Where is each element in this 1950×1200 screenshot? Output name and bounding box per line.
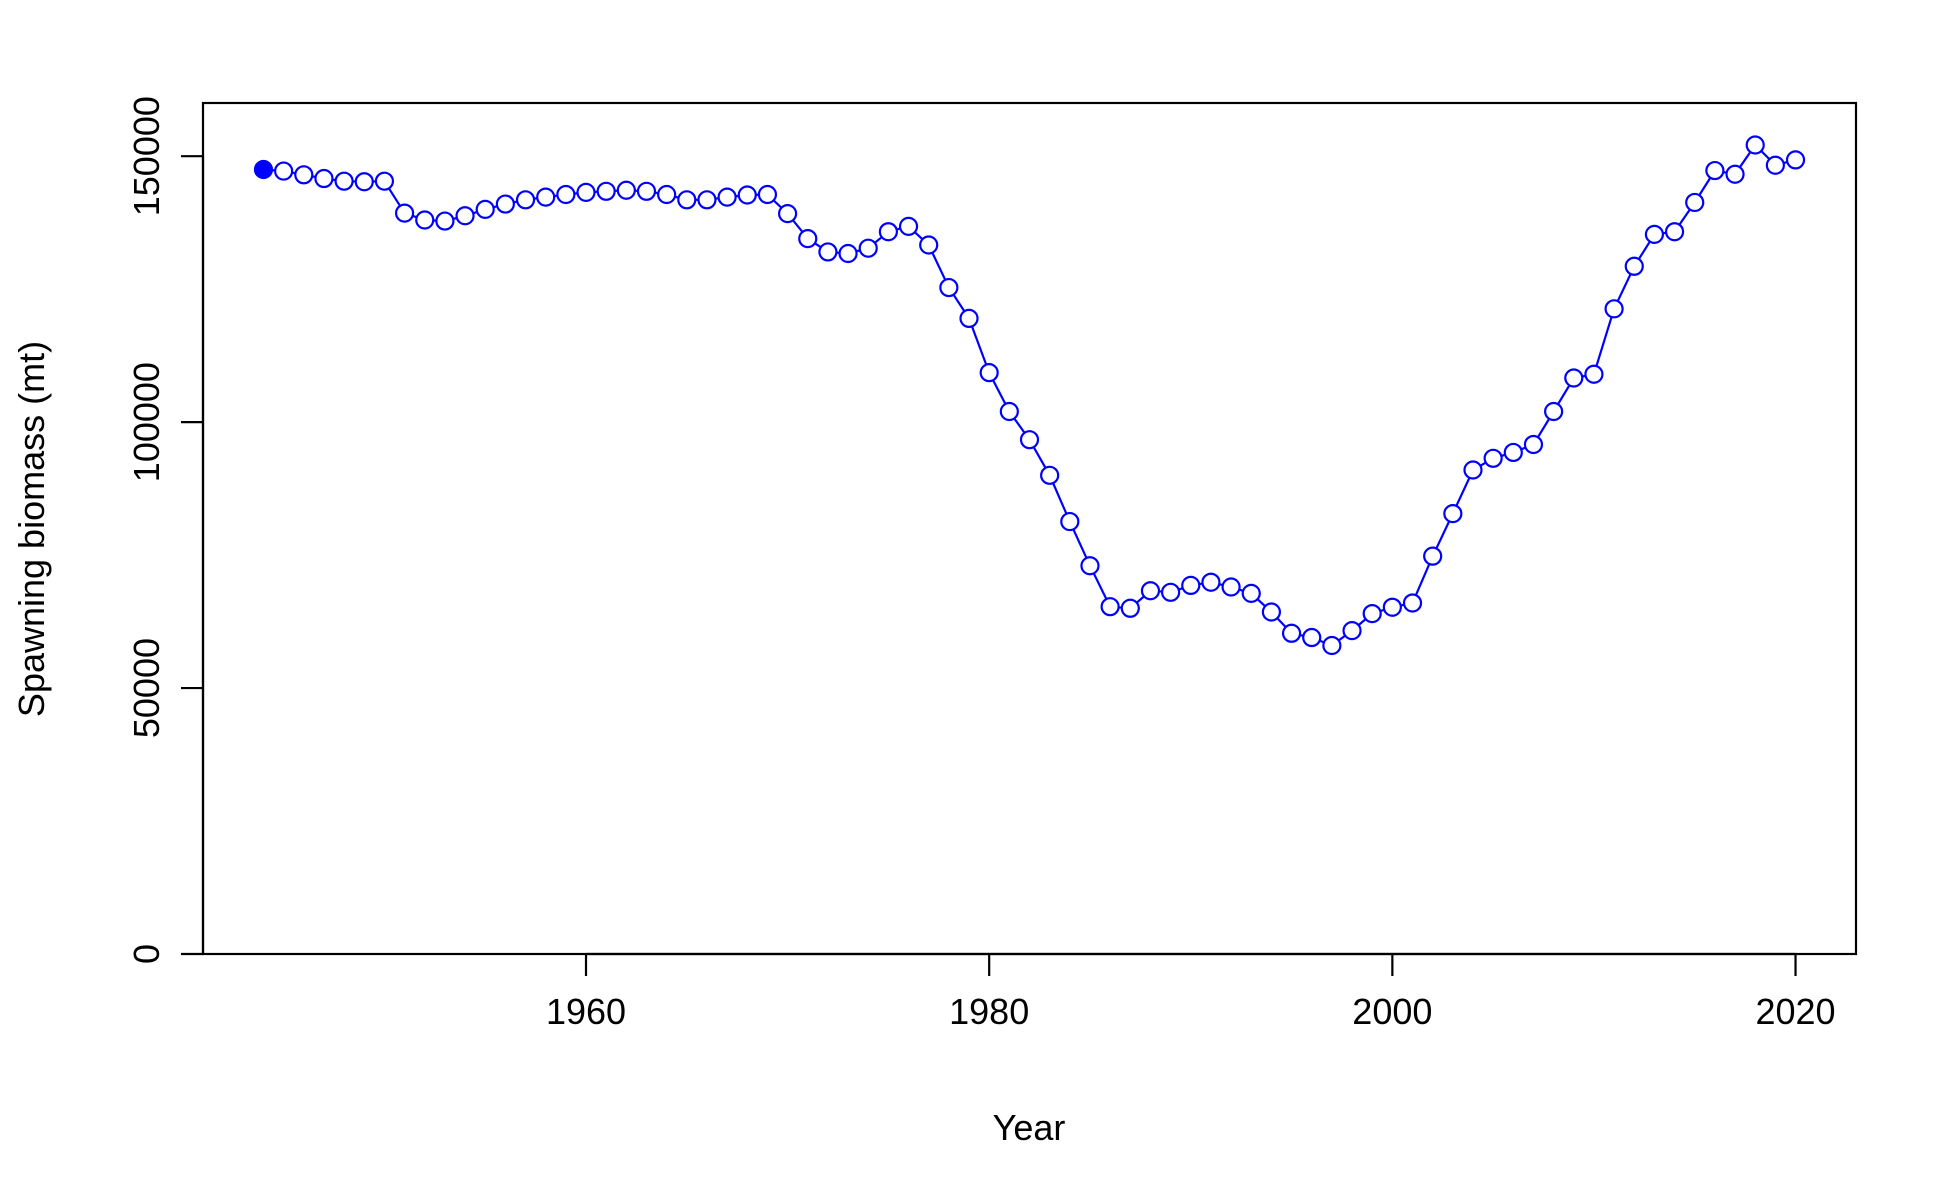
data-point [1503,442,1523,463]
data-point [838,243,858,264]
data-point [435,211,455,231]
data-point [878,222,898,242]
data-point [1382,597,1402,617]
data-point [657,184,677,205]
y-tick-label: 150000 [126,96,167,216]
series-line [263,143,1796,647]
data-point [1463,460,1483,480]
data-point [1785,150,1806,170]
data-point [536,187,556,207]
data-point [1261,602,1282,622]
data-point [1483,448,1503,468]
data-point [1745,135,1765,155]
data-point [1040,465,1060,485]
data-point [1120,598,1140,618]
data-point [1544,401,1564,422]
data-point [495,194,515,214]
data-point [374,171,395,191]
data-point [1019,430,1040,450]
data-point [475,199,495,219]
data-point [1624,256,1644,276]
data-point [1604,299,1624,319]
data-point [1362,603,1382,624]
data-point [697,190,717,210]
data-point [1140,581,1161,601]
data-point [1080,556,1100,576]
data-point [1302,627,1322,648]
data-point [616,180,636,200]
data-point [777,204,798,224]
data-point [1181,575,1201,596]
data-point [818,242,838,262]
data-point [737,185,757,205]
data-point [1705,160,1725,181]
y-tick-label: 100000 [126,362,167,482]
x-axis-label: Year [993,1107,1066,1148]
data-point [1201,572,1221,592]
y-axis: 0 50000 100000 150000 [126,96,205,964]
data-point [294,165,314,185]
data-point [334,171,354,191]
data-point [354,172,374,192]
data-point [1664,222,1685,242]
data-point [274,161,294,181]
y-tick-label: 0 [126,944,167,964]
data-point [455,206,475,226]
data-point [596,181,616,201]
plot-box [201,101,1858,956]
data-point [1221,577,1241,597]
data-point [1423,546,1443,566]
data-point [939,277,959,298]
data-point [757,184,778,205]
series-spawning-biomass [253,135,1806,656]
data-point [1725,164,1745,184]
data-point [1241,583,1261,603]
data-point [898,216,919,236]
data-point [253,159,274,180]
data-point [1644,224,1665,244]
y-tick-label: 50000 [126,638,167,738]
data-point [1322,635,1342,656]
data-point [979,363,999,383]
plot-frame [201,101,1858,956]
data-point [1060,511,1080,532]
data-point [1765,155,1785,175]
data-point [919,235,939,255]
data-point [415,210,435,230]
x-tick-label: 2020 [1755,991,1835,1032]
data-point [1100,597,1120,617]
data-point [556,184,576,205]
x-axis: 1960 1980 2000 2020 [546,952,1836,1032]
x-tick-label: 2000 [1352,991,1432,1032]
data-point [1584,364,1604,384]
data-point [717,187,737,207]
data-point [858,238,878,258]
data-point [1685,192,1705,213]
x-tick-label: 1980 [949,991,1029,1032]
data-point [999,401,1019,422]
data-point [1443,504,1463,524]
data-point [677,190,697,210]
data-point [1402,593,1423,613]
data-point [1281,623,1302,643]
data-point [1342,621,1362,641]
data-point [636,181,657,201]
data-point [394,203,415,223]
y-axis-label: Spawning biomass (mt) [11,341,52,717]
data-point [515,190,536,210]
data-point [576,182,596,202]
data-point [314,168,334,189]
data-point [959,308,979,329]
data-point [798,229,818,249]
data-point [1564,368,1584,388]
data-point [1161,582,1181,602]
data-point [1523,434,1544,455]
x-tick-label: 1960 [546,991,626,1032]
